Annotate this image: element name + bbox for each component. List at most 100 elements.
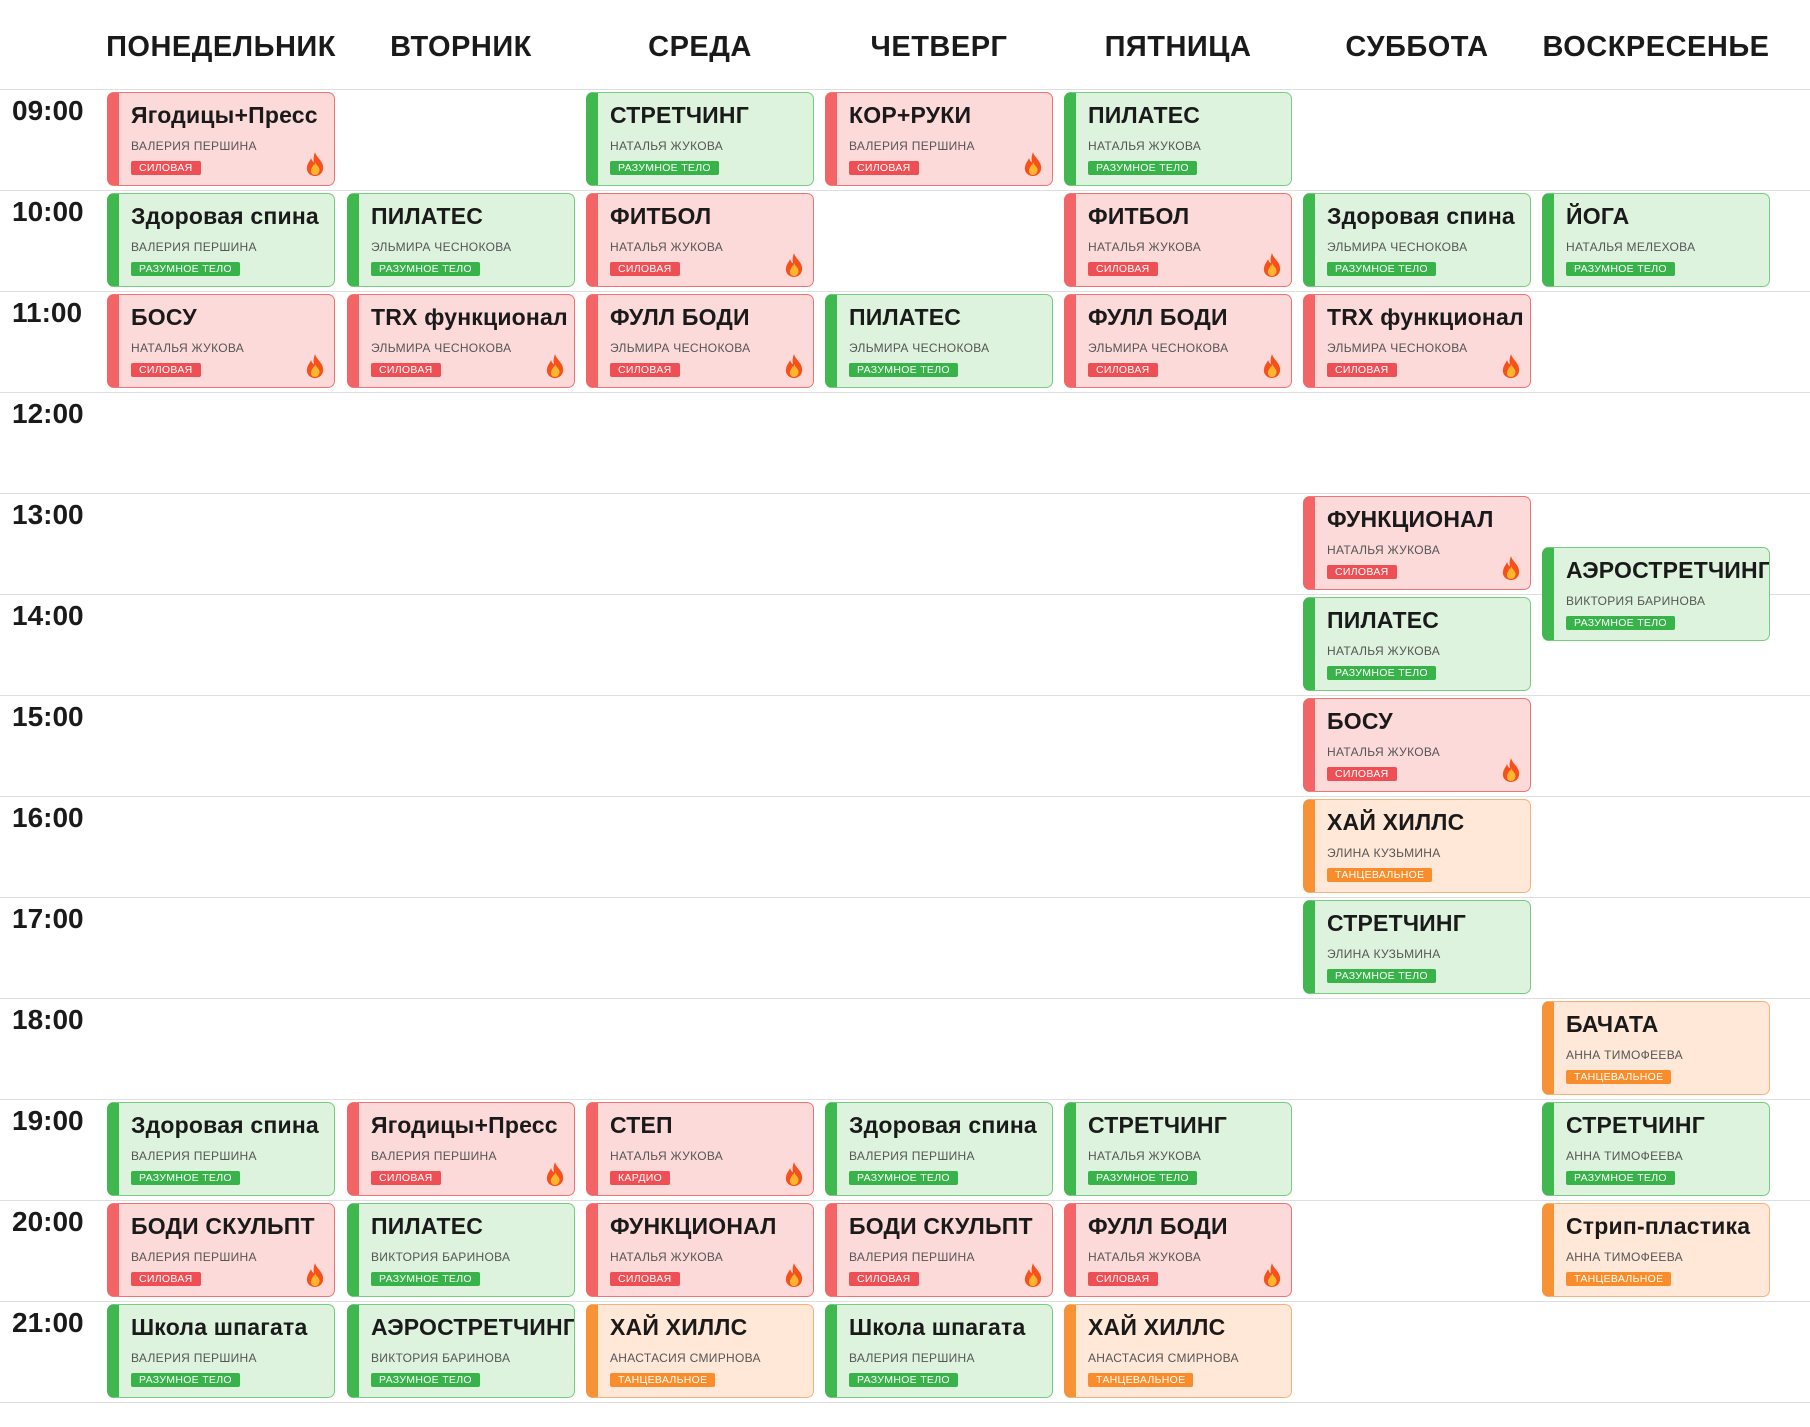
trainer-name: ЭЛЬМИРА ЧЕСНОКОВА xyxy=(1327,240,1468,254)
fire-icon xyxy=(1502,758,1520,782)
category-badge: СИЛОВАЯ xyxy=(610,262,680,276)
trainer-name: ЭЛЬМИРА ЧЕСНОКОВА xyxy=(1088,341,1229,355)
time-label: 14:00 xyxy=(12,600,84,631)
class-card[interactable]: СТРЕТЧИНГ АННА ТИМОФЕЕВА РАЗУМНОЕ ТЕЛО xyxy=(1542,1102,1770,1196)
class-card[interactable]: ФУЛЛ БОДИ ЭЛЬМИРА ЧЕСНОКОВА СИЛОВАЯ xyxy=(586,294,814,388)
class-card[interactable]: Здоровая спина ВАЛЕРИЯ ПЕРШИНА РАЗУМНОЕ ТЕ… xyxy=(107,1102,335,1196)
hour-row-divider xyxy=(0,1402,1810,1403)
trainer-name: НАТАЛЬЯ ЖУКОВА xyxy=(1088,240,1202,254)
class-card[interactable]: ФУНКЦИОНАЛ НАТАЛЬЯ ЖУКОВА СИЛОВАЯ xyxy=(1303,496,1531,590)
time-label: 09:00 xyxy=(12,95,84,126)
class-card[interactable]: ПИЛАТЕС ЭЛЬМИРА ЧЕСНОКОВА РАЗУМНОЕ ТЕЛО xyxy=(347,193,575,287)
day-header: ПЯТНИЦА xyxy=(1104,31,1252,63)
trainer-name: ВАЛЕРИЯ ПЕРШИНА xyxy=(849,1351,975,1365)
category-badge: РАЗУМНОЕ ТЕЛО xyxy=(849,363,958,377)
fire-icon xyxy=(1502,354,1520,378)
class-card[interactable]: ФУЛЛ БОДИ ЭЛЬМИРА ЧЕСНОКОВА СИЛОВАЯ xyxy=(1064,294,1292,388)
class-card[interactable]: АЭРОСТРЕТЧИНГ ВИКТОРИЯ БАРИНОВА РАЗУМНОЕ Т… xyxy=(1542,546,1770,641)
trainer-name: НАТАЛЬЯ ЖУКОВА xyxy=(1327,543,1441,557)
class-card[interactable]: БОСУ НАТАЛЬЯ ЖУКОВА СИЛОВАЯ xyxy=(1303,698,1531,792)
class-name: Ягодицы+Пресс xyxy=(371,1112,558,1138)
trainer-name: ВАЛЕРИЯ ПЕРШИНА xyxy=(131,1149,257,1163)
category-badge: РАЗУМНОЕ ТЕЛО xyxy=(1088,1171,1197,1185)
class-card[interactable]: ФИТБОЛ НАТАЛЬЯ ЖУКОВА СИЛОВАЯ xyxy=(586,193,814,287)
class-card[interactable]: ФУЛЛ БОДИ НАТАЛЬЯ ЖУКОВА СИЛОВАЯ xyxy=(1064,1203,1292,1297)
category-badge: КАРДИО xyxy=(610,1171,671,1185)
hour-row-divider xyxy=(0,1200,1810,1201)
class-card[interactable]: СТРЕТЧИНГ ЭЛИНА КУЗЬМИНА РАЗУМНОЕ ТЕЛО xyxy=(1303,900,1531,994)
class-card[interactable]: Стрип-пластика АННА ТИМОФЕЕВА ТАНЦЕВАЛЬНОЕ xyxy=(1542,1203,1770,1297)
class-card[interactable]: ПИЛАТЕС ЭЛЬМИРА ЧЕСНОКОВА РАЗУМНОЕ ТЕЛО xyxy=(825,294,1053,388)
fire-icon xyxy=(1502,556,1520,580)
class-card[interactable]: ХАЙ ХИЛЛС АНАСТАСИЯ СМИРНОВА ТАНЦЕВАЛЬНОЕ xyxy=(586,1304,814,1398)
class-card[interactable]: ПИЛАТЕС НАТАЛЬЯ ЖУКОВА РАЗУМНОЕ ТЕЛО xyxy=(1303,597,1531,691)
class-name: Ягодицы+Пресс xyxy=(131,102,318,128)
class-name: ПИЛАТЕС xyxy=(1327,607,1440,633)
trainer-name: ЭЛЬМИРА ЧЕСНОКОВА xyxy=(849,341,990,355)
class-card[interactable]: СТРЕТЧИНГ НАТАЛЬЯ ЖУКОВА РАЗУМНОЕ ТЕЛО xyxy=(1064,1102,1292,1196)
category-badge: СИЛОВАЯ xyxy=(1088,262,1158,276)
class-card[interactable]: ПИЛАТЕС ВИКТОРИЯ БАРИНОВА РАЗУМНОЕ ТЕЛО xyxy=(347,1203,575,1297)
class-card[interactable]: ПИЛАТЕС НАТАЛЬЯ ЖУКОВА РАЗУМНОЕ ТЕЛО xyxy=(1064,92,1292,186)
class-card[interactable]: TRX функционал ЭЛЬМИРА ЧЕСНОКОВА СИЛОВАЯ xyxy=(1303,294,1531,388)
trainer-name: ЭЛИНА КУЗЬМИНА xyxy=(1327,947,1441,961)
time-label: 17:00 xyxy=(12,903,84,934)
class-name: СТРЕТЧИНГ xyxy=(1327,910,1466,936)
category-badge: СИЛОВАЯ xyxy=(1088,1272,1158,1286)
class-card[interactable]: TRX функционал ЭЛЬМИРА ЧЕСНОКОВА СИЛОВАЯ xyxy=(347,294,575,388)
category-badge: СИЛОВАЯ xyxy=(849,1272,919,1286)
trainer-name: АННА ТИМОФЕЕВА xyxy=(1566,1048,1683,1062)
class-card[interactable]: БОДИ СКУЛЬПТ ВАЛЕРИЯ ПЕРШИНА СИЛОВАЯ xyxy=(107,1203,335,1297)
class-card[interactable]: ФУНКЦИОНАЛ НАТАЛЬЯ ЖУКОВА СИЛОВАЯ xyxy=(586,1203,814,1297)
time-label: 11:00 xyxy=(12,297,83,328)
class-card[interactable]: ФИТБОЛ НАТАЛЬЯ ЖУКОВА СИЛОВАЯ xyxy=(1064,193,1292,287)
class-name: ХАЙ ХИЛЛС xyxy=(1327,809,1465,835)
trainer-name: НАТАЛЬЯ МЕЛЕХОВА xyxy=(1566,240,1696,254)
class-name: ПИЛАТЕС xyxy=(849,304,962,330)
class-card[interactable]: СТРЕТЧИНГ НАТАЛЬЯ ЖУКОВА РАЗУМНОЕ ТЕЛО xyxy=(586,92,814,186)
hour-row-divider xyxy=(0,392,1810,393)
category-badge: ТАНЦЕВАЛЬНОЕ xyxy=(610,1373,716,1387)
class-card[interactable]: ХАЙ ХИЛЛС АНАСТАСИЯ СМИРНОВА ТАНЦЕВАЛЬНОЕ xyxy=(1064,1304,1292,1398)
category-badge: СИЛОВАЯ xyxy=(1327,565,1397,579)
trainer-name: ВАЛЕРИЯ ПЕРШИНА xyxy=(849,1250,975,1264)
class-name: ФУЛЛ БОДИ xyxy=(610,304,750,330)
category-badge: РАЗУМНОЕ ТЕЛО xyxy=(131,1373,240,1387)
class-card[interactable]: Здоровая спина ЭЛЬМИРА ЧЕСНОКОВА РАЗУМНОЕ … xyxy=(1303,193,1531,287)
fire-icon xyxy=(546,1162,564,1186)
trainer-name: ВАЛЕРИЯ ПЕРШИНА xyxy=(131,1250,257,1264)
category-badge: СИЛОВАЯ xyxy=(371,363,441,377)
class-name: ФИТБОЛ xyxy=(1088,203,1190,229)
category-badge: РАЗУМНОЕ ТЕЛО xyxy=(131,1171,240,1185)
class-card[interactable]: Ягодицы+Пресс ВАЛЕРИЯ ПЕРШИНА СИЛОВАЯ xyxy=(347,1102,575,1196)
class-name: БОДИ СКУЛЬПТ xyxy=(131,1213,315,1239)
time-label: 21:00 xyxy=(12,1307,84,1338)
fire-icon xyxy=(785,253,803,277)
class-name: Здоровая спина xyxy=(1327,203,1515,229)
class-name: БОСУ xyxy=(1327,708,1393,734)
trainer-name: ВАЛЕРИЯ ПЕРШИНА xyxy=(131,1351,257,1365)
hour-row-divider xyxy=(0,594,1810,595)
class-card[interactable]: АЭРОСТРЕТЧИНГ ВИКТОРИЯ БАРИНОВА РАЗУМНОЕ Т… xyxy=(347,1304,575,1398)
class-card[interactable]: БАЧАТА АННА ТИМОФЕЕВА ТАНЦЕВАЛЬНОЕ xyxy=(1542,1001,1770,1095)
class-card[interactable]: Ягодицы+Пресс ВАЛЕРИЯ ПЕРШИНА СИЛОВАЯ xyxy=(107,92,335,186)
category-badge: СИЛОВАЯ xyxy=(610,1272,680,1286)
class-card[interactable]: Школа шпагата ВАЛЕРИЯ ПЕРШИНА РАЗУМНОЕ ТЕЛ… xyxy=(107,1304,335,1398)
class-card[interactable]: Здоровая спина ВАЛЕРИЯ ПЕРШИНА РАЗУМНОЕ ТЕ… xyxy=(825,1102,1053,1196)
class-card[interactable]: КОР+РУКИ ВАЛЕРИЯ ПЕРШИНА СИЛОВАЯ xyxy=(825,92,1053,186)
class-card[interactable]: Здоровая спина ВАЛЕРИЯ ПЕРШИНА РАЗУМНОЕ ТЕ… xyxy=(107,193,335,287)
trainer-name: НАТАЛЬЯ ЖУКОВА xyxy=(1327,644,1441,658)
class-card[interactable]: ХАЙ ХИЛЛС ЭЛИНА КУЗЬМИНА ТАНЦЕВАЛЬНОЕ xyxy=(1303,799,1531,893)
category-badge: РАЗУМНОЕ ТЕЛО xyxy=(1566,615,1675,630)
category-badge: РАЗУМНОЕ ТЕЛО xyxy=(849,1171,958,1185)
class-card[interactable]: Школа шпагата ВАЛЕРИЯ ПЕРШИНА РАЗУМНОЕ ТЕЛ… xyxy=(825,1304,1053,1398)
fire-icon xyxy=(1024,1263,1042,1287)
category-badge: ТАНЦЕВАЛЬНОЕ xyxy=(1566,1070,1672,1084)
class-card[interactable]: СТЕП НАТАЛЬЯ ЖУКОВА КАРДИО xyxy=(586,1102,814,1196)
category-badge: СИЛОВАЯ xyxy=(131,161,201,175)
class-card[interactable]: ЙОГА НАТАЛЬЯ МЕЛЕХОВА РАЗУМНОЕ ТЕЛО xyxy=(1542,193,1770,287)
class-card[interactable]: БОСУ НАТАЛЬЯ ЖУКОВА СИЛОВАЯ xyxy=(107,294,335,388)
class-card[interactable]: БОДИ СКУЛЬПТ ВАЛЕРИЯ ПЕРШИНА СИЛОВАЯ xyxy=(825,1203,1053,1297)
class-name: TRX функционал xyxy=(371,304,568,330)
day-header: ВОСКРЕСЕНЬЕ xyxy=(1542,31,1770,63)
